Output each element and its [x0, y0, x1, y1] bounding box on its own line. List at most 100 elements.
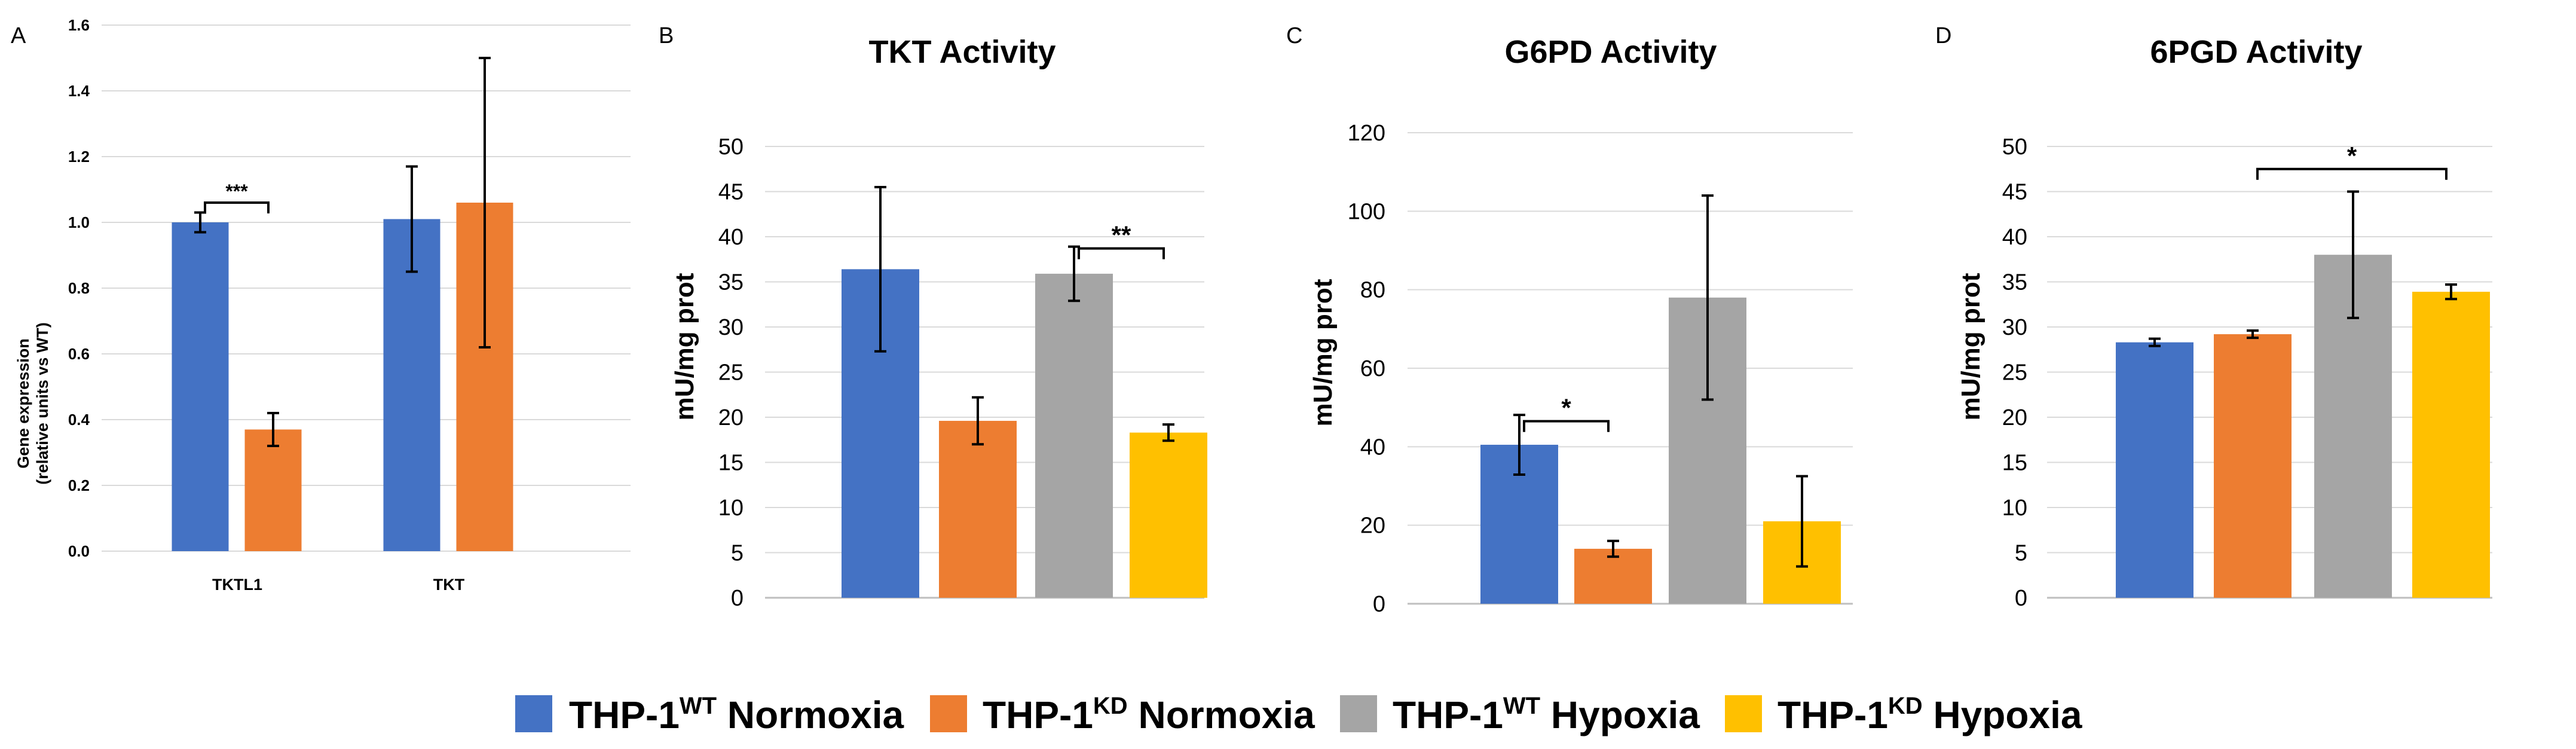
- y-tick-label: 5: [2015, 541, 2027, 566]
- y-axis-label-c: mU/mg prot: [1308, 279, 1338, 426]
- y-tick-label: 0: [1373, 592, 1385, 617]
- y-tick-label: 0.6: [68, 345, 90, 363]
- y-tick-label: 20: [1360, 513, 1385, 539]
- bar-tktl1-wt: [172, 222, 229, 551]
- panel-letter-a: A: [11, 23, 26, 48]
- bar-1: [2116, 342, 2193, 598]
- y-tick-label: 1.0: [68, 213, 90, 231]
- significance-bracket: [1523, 420, 1610, 432]
- panel-title-b: TKT Activity: [868, 34, 1056, 70]
- y-axis-label-b: mU/mg prot: [670, 273, 699, 420]
- y-tick-label: 30: [2002, 315, 2027, 340]
- y-tick-label: 45: [718, 180, 744, 205]
- y-tick-label: 5: [731, 541, 744, 566]
- significance-label: *: [2347, 142, 2357, 170]
- legend-swatch-wt-normoxia: [515, 695, 552, 732]
- y-tick-label: 15: [2002, 451, 2027, 476]
- y-tick-label: 20: [2002, 405, 2027, 430]
- y-tick-label: 10: [2002, 496, 2027, 521]
- y-tick-label: 40: [2002, 225, 2027, 250]
- panel-letter-d: D: [1935, 23, 1951, 48]
- legend-label-sup: WT: [680, 693, 717, 719]
- y-tick-label: 10: [718, 496, 744, 521]
- bar-tkt-wt: [383, 219, 440, 551]
- legend-label-rest: Hypoxia: [1540, 693, 1700, 736]
- y-tick-label: 0.8: [68, 279, 90, 297]
- panel-b: B TKT Activity 0 5 10 15 20 25 30 35 40 45 50 ** m…: [659, 23, 1207, 611]
- y-axis-label-d: mU/mg prot: [1956, 273, 1985, 420]
- panel-letter-c: C: [1286, 23, 1302, 48]
- y-tick-label: 120: [1348, 121, 1385, 146]
- significance-bracket: [204, 201, 270, 213]
- y-tick-label: 25: [2002, 360, 2027, 386]
- bar-3: [1035, 273, 1113, 598]
- bar-2: [939, 421, 1017, 598]
- legend-label-main: THP-1: [983, 693, 1093, 736]
- legend-label-sup: KD: [1888, 693, 1923, 719]
- panel-a: A 0.0 0.2 0.4 0.6 0.8 1.0 1.2 1.4 1.6 TKTL1 TKT *…: [11, 16, 631, 594]
- panel-title-d: 6PGD Activity: [2150, 34, 2362, 70]
- panel-d: D 6PGD Activity 0 5 10 15 20 25 30 35 40 45 50 * m…: [1935, 23, 2492, 611]
- svg-text:THP-1KD Hypoxia: THP-1KD Hypoxia: [1777, 693, 2082, 736]
- legend-swatch-wt-hypoxia: [1340, 695, 1377, 732]
- y-tick-label: 15: [718, 451, 744, 476]
- bar-2: [2214, 334, 2292, 598]
- legend-swatch-kd-normoxia: [930, 695, 967, 732]
- bar-4: [1130, 432, 1207, 598]
- y-tick-label: 80: [1360, 278, 1385, 303]
- bar-tktl1-kd: [244, 429, 302, 551]
- bar-2: [1574, 549, 1652, 604]
- significance-label: ***: [225, 181, 248, 202]
- y-tick-label: 100: [1348, 199, 1385, 224]
- y-tick-label: 1.4: [68, 82, 90, 100]
- y-tick-label: 35: [718, 270, 744, 295]
- y-tick-label: 50: [718, 134, 744, 160]
- significance-label: *: [1561, 394, 1571, 422]
- panel-title-c: G6PD Activity: [1504, 34, 1717, 70]
- svg-text:THP-1KD Normoxia: THP-1KD Normoxia: [983, 693, 1315, 736]
- legend-label-rest: Normoxia: [717, 693, 904, 736]
- legend-item-wt-normoxia: THP-1WT Normoxia: [515, 693, 904, 736]
- legend-label-main: THP-1: [1777, 693, 1888, 736]
- y-axis-label-line2: (relative units vs WT): [33, 322, 51, 485]
- y-tick-label: 1.2: [68, 148, 90, 166]
- y-tick-label: 40: [1360, 435, 1385, 460]
- legend-label-main: THP-1: [569, 693, 680, 736]
- legend: THP-1WT Normoxia THP-1KD Normoxia THP-1W…: [515, 693, 2082, 736]
- legend-label-main: THP-1: [1393, 693, 1503, 736]
- y-axis-label-line1: Gene expression: [14, 338, 32, 469]
- y-tick-label: 20: [718, 405, 744, 430]
- y-tick-label: 0.4: [68, 411, 90, 429]
- y-tick-label: 60: [1360, 356, 1385, 381]
- y-tick-label: 0: [2015, 586, 2027, 611]
- legend-label-rest: Hypoxia: [1923, 693, 2082, 736]
- y-tick-label: 30: [718, 315, 744, 340]
- svg-text:THP-1WT Normoxia: THP-1WT Normoxia: [569, 693, 904, 736]
- panel-letter-b: B: [659, 23, 674, 48]
- category-label: TKTL1: [212, 576, 262, 594]
- y-tick-label: 50: [2002, 134, 2027, 160]
- y-tick-label: 0.2: [68, 476, 90, 494]
- y-tick-label: 40: [718, 225, 744, 250]
- legend-item-wt-hypoxia: THP-1WT Hypoxia: [1340, 693, 1700, 736]
- legend-label-rest: Normoxia: [1128, 693, 1315, 736]
- y-tick-label: 1.6: [68, 16, 90, 34]
- y-tick-label: 35: [2002, 270, 2027, 295]
- y-tick-label: 0.0: [68, 542, 90, 560]
- legend-label-sup: KD: [1093, 693, 1128, 719]
- legend-item-kd-normoxia: THP-1KD Normoxia: [930, 693, 1315, 736]
- y-tick-label: 0: [731, 586, 744, 611]
- category-label: TKT: [433, 576, 465, 594]
- y-tick-label: 45: [2002, 180, 2027, 205]
- svg-text:THP-1WT Hypoxia: THP-1WT Hypoxia: [1393, 693, 1700, 736]
- significance-label: **: [1112, 221, 1131, 249]
- legend-swatch-kd-hypoxia: [1725, 695, 1762, 732]
- bar-4: [2412, 292, 2490, 598]
- legend-label-sup: WT: [1503, 693, 1540, 719]
- legend-item-kd-hypoxia: THP-1KD Hypoxia: [1725, 693, 2082, 736]
- significance-bracket: [1078, 247, 1165, 259]
- significance-bracket: [2256, 167, 2447, 180]
- panel-c: C G6PD Activity 0 20 40 60 80 100 120 * mU/mg …: [1286, 23, 1853, 617]
- y-tick-label: 25: [718, 360, 744, 386]
